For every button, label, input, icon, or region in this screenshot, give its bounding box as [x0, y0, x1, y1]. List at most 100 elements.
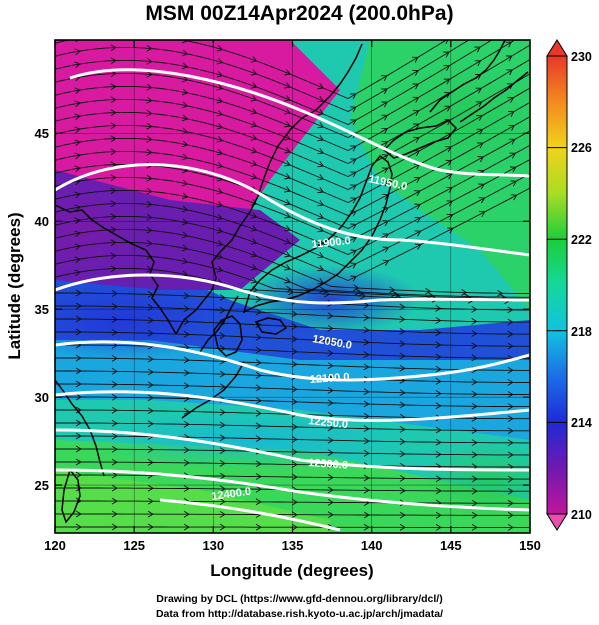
streamline-arrowhead — [363, 474, 370, 482]
streamline-arrowhead — [216, 97, 224, 104]
streamline-arrowhead — [110, 109, 117, 117]
streamline-arrowhead — [255, 498, 262, 506]
streamline-arrowhead — [284, 108, 291, 115]
streamline-arrowhead — [110, 96, 117, 104]
streamline-arrowhead — [538, 296, 543, 302]
streamline-arrowhead — [74, 126, 81, 134]
streamline-arrowhead — [444, 119, 452, 126]
x-tick-label: 145 — [440, 538, 462, 553]
contour-label-12250: 12250.0 — [308, 415, 349, 431]
contour-12250 — [55, 428, 530, 472]
streamline-arrowhead — [414, 190, 421, 197]
streamline-arrowhead — [219, 472, 226, 480]
streamline-arrowhead — [146, 226, 153, 234]
streamline-arrowhead — [475, 101, 483, 108]
streamline-arrowhead — [216, 214, 224, 221]
streamline-arrowhead — [471, 342, 478, 350]
streamline-arrowhead — [399, 438, 406, 445]
streamline-arrowhead — [255, 371, 262, 379]
streamline-arrowhead — [477, 142, 484, 149]
streamline-arrowhead — [250, 69, 258, 76]
streamline-arrowhead — [181, 101, 189, 109]
colorbar-tick-label: 210 — [571, 508, 592, 522]
streamline-arrowhead — [538, 65, 544, 70]
x-tick-label: 140 — [361, 538, 383, 553]
streamline-arrowhead — [250, 264, 258, 271]
colorbar-bottom-arrow — [546, 513, 568, 531]
streamline-arrowhead — [471, 354, 478, 362]
streamline — [55, 116, 530, 216]
streamline-arrowhead — [110, 200, 117, 208]
streamline-arrowhead — [75, 354, 82, 362]
streamline-arrowhead — [363, 388, 370, 395]
streamline-arrowhead — [382, 259, 390, 266]
streamline-arrowhead — [147, 355, 154, 363]
streamline-arrowhead — [111, 303, 118, 310]
streamline-arrowhead — [75, 367, 82, 375]
streamline-arrowhead — [471, 305, 478, 313]
streamline-arrowhead — [435, 353, 442, 361]
streamline — [55, 101, 530, 203]
streamline-arrowhead — [183, 459, 190, 467]
streamline-arrowhead — [74, 269, 81, 277]
streamline-arrowhead — [507, 379, 514, 386]
streamline-arrowhead — [75, 471, 82, 479]
streamline-arrowhead — [74, 113, 81, 121]
streamline-arrowhead — [471, 330, 478, 337]
streamline-arrowhead — [284, 212, 291, 219]
streamline-arrowhead — [510, 180, 518, 187]
streamline-arrowhead — [110, 226, 117, 234]
streamline-arrowhead — [474, 33, 480, 38]
streamline-arrowhead — [75, 419, 82, 427]
contour-11900 — [55, 273, 530, 305]
streamline-arrowhead — [255, 359, 262, 366]
streamline-arrowhead — [183, 485, 190, 492]
streamline-arrowhead — [399, 426, 406, 433]
streamline-arrowhead — [111, 32, 116, 38]
streamline — [55, 187, 530, 281]
streamline-arrowhead — [255, 435, 262, 442]
contour-north — [69, 68, 530, 178]
streamline-arrowhead — [75, 328, 82, 336]
credit-drawing: Drawing by DCL (https://www.gfd-dennou.o… — [156, 593, 443, 605]
streamline-arrowhead — [536, 9, 542, 14]
streamline-arrowhead — [327, 349, 334, 357]
streamline-arrowhead — [317, 187, 325, 194]
streamline-arrowhead — [183, 408, 190, 415]
streamline-arrowhead — [327, 474, 334, 481]
streamline-arrowhead — [399, 315, 406, 323]
streamline-arrowhead — [216, 136, 224, 143]
streamline-arrowhead — [478, 183, 485, 190]
streamline-arrowhead — [540, 108, 546, 113]
streamline-arrowhead — [413, 150, 421, 157]
streamline-arrowhead — [216, 201, 224, 208]
streamline-arrowhead — [146, 148, 153, 156]
y-tick-label: 40 — [35, 214, 49, 229]
streamline-arrowhead — [359, 292, 367, 300]
coastline-kurils — [459, 71, 529, 123]
streamline-arrowhead — [110, 265, 117, 273]
streamline-arrowhead — [74, 243, 81, 251]
streamline-arrowhead — [540, 122, 546, 127]
streamline-arrowhead — [284, 238, 291, 245]
streamline-arrowhead — [317, 265, 325, 272]
streamline-arrowhead — [75, 458, 82, 466]
streamline-arrowhead — [350, 262, 357, 269]
colorbar-tick-label: 222 — [571, 233, 592, 247]
streamline-arrowhead — [363, 400, 370, 408]
streamline-arrowhead — [284, 251, 291, 258]
streamline-arrowhead — [110, 57, 117, 65]
streamline-arrowhead — [317, 174, 325, 181]
streamline-arrowhead — [181, 179, 189, 187]
contour-12400 — [159, 498, 341, 532]
streamline-arrowhead — [75, 302, 82, 310]
streamline-arrowhead — [435, 524, 442, 531]
coastline-korea-east — [199, 295, 239, 353]
streamline-arrowhead — [110, 213, 117, 221]
streamline-arrowhead — [284, 225, 291, 232]
streamline-arrowhead — [471, 390, 478, 398]
streamline-arrowhead — [504, 14, 510, 19]
streamline-arrowhead — [536, 294, 541, 300]
streamline-arrowhead — [446, 227, 454, 234]
streamline-arrowhead — [181, 40, 189, 44]
